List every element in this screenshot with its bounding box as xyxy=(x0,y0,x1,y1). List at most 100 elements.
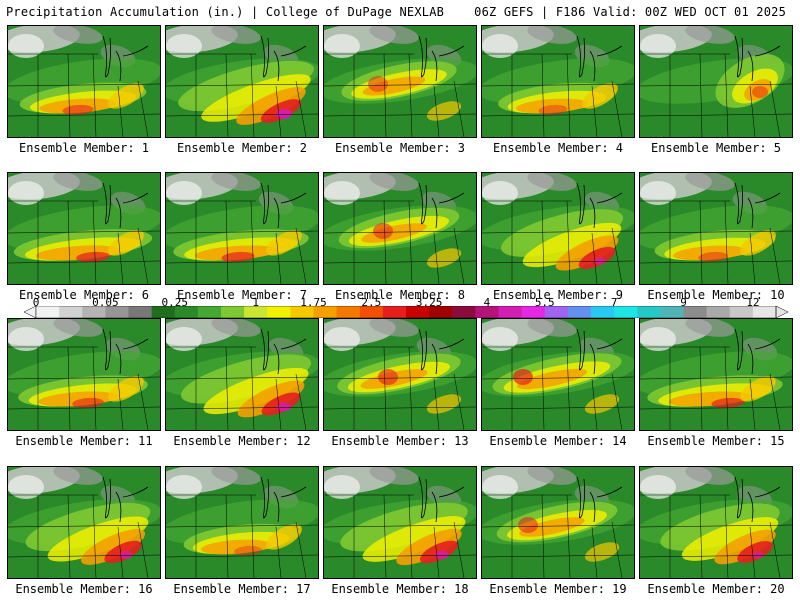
dry-area xyxy=(482,475,518,499)
state-border xyxy=(591,521,623,578)
dry-area xyxy=(53,26,103,44)
state-border xyxy=(8,230,160,264)
lake-outline xyxy=(115,192,149,229)
lake-outline xyxy=(431,486,465,523)
precip-map xyxy=(166,467,318,578)
precip-band xyxy=(522,222,622,268)
colorbar-tick-label: 1 xyxy=(252,296,259,309)
state-border xyxy=(433,521,465,578)
precip-core xyxy=(538,104,568,116)
dry-area xyxy=(527,173,577,191)
precip-map xyxy=(482,173,634,284)
lake-outline xyxy=(576,328,586,371)
precip-core xyxy=(737,541,773,563)
ensemble-map-panel xyxy=(7,318,161,431)
precip-map xyxy=(166,173,318,284)
state-border xyxy=(749,521,781,578)
colorbar-segment xyxy=(752,306,777,318)
lake-outline xyxy=(102,476,112,519)
colorbar-segment xyxy=(174,306,199,318)
dry-area xyxy=(640,475,676,499)
colorbar-segment xyxy=(382,306,407,318)
state-border xyxy=(275,521,307,578)
precip-map xyxy=(640,173,792,284)
state-border xyxy=(482,376,634,410)
state-border xyxy=(749,80,781,137)
lake-outline xyxy=(734,476,744,519)
lake-outline xyxy=(418,476,428,519)
ensemble-map-panel xyxy=(165,172,319,285)
precip-core xyxy=(76,251,110,263)
precip-max xyxy=(752,551,764,559)
lake-outline xyxy=(431,338,465,375)
precip-band xyxy=(681,517,779,561)
precip-core xyxy=(378,369,398,385)
precip-map xyxy=(324,467,476,578)
state-border xyxy=(353,53,413,137)
ensemble-member-label: Ensemble Member: 19 xyxy=(489,582,627,596)
ensemble-member-label: Ensemble Member: 20 xyxy=(647,582,785,596)
state-border xyxy=(324,83,476,117)
colorbar-tick-label: 0.25 xyxy=(161,296,189,309)
ensemble-member-label: Ensemble Member: 9 xyxy=(492,288,624,302)
colorbar-segment xyxy=(221,306,245,318)
colorbar-tick-label: 3.25 xyxy=(415,296,443,309)
lake-outline xyxy=(260,35,270,78)
dry-area xyxy=(8,327,44,351)
ensemble-member-label: Ensemble Member: 17 xyxy=(173,582,311,596)
lake-outline xyxy=(115,45,149,82)
precip-band xyxy=(201,74,311,122)
state-border xyxy=(749,227,781,284)
colorbar-segment xyxy=(683,306,708,318)
colorbar-segment xyxy=(706,306,731,318)
lake-outline xyxy=(747,486,781,523)
ensemble-member-label: Ensemble Member: 8 xyxy=(334,288,466,302)
state-border xyxy=(749,373,781,430)
colorbar-segment xyxy=(105,306,129,318)
colorbar-outline xyxy=(35,306,777,318)
colorbar-segment xyxy=(475,306,499,318)
lake-outline xyxy=(102,35,112,78)
state-border xyxy=(482,83,634,117)
colorbar-segment xyxy=(614,306,638,318)
dry-area xyxy=(527,26,577,44)
precip-band xyxy=(426,394,462,414)
precip-core xyxy=(518,517,538,533)
dry-area xyxy=(8,34,44,58)
state-border xyxy=(117,373,149,430)
state-border xyxy=(8,376,160,410)
lake-outline xyxy=(273,192,307,229)
state-border xyxy=(117,80,149,137)
dry-area xyxy=(640,327,676,351)
lake-outline xyxy=(589,45,623,82)
precip-band xyxy=(582,83,618,109)
precip-core xyxy=(62,104,94,116)
precip-band xyxy=(108,230,144,256)
precip-band xyxy=(362,76,426,96)
lake-outline xyxy=(273,486,307,523)
precip-max xyxy=(276,402,292,412)
dry-area xyxy=(211,467,261,485)
precip-core xyxy=(513,369,533,385)
precip-band xyxy=(517,368,587,390)
lake-outline xyxy=(747,192,781,229)
precip-core xyxy=(368,76,388,92)
precip-band xyxy=(108,83,144,109)
lake-outline xyxy=(418,35,428,78)
dry-area xyxy=(685,173,735,191)
state-border xyxy=(8,524,160,558)
colorbar-tick-label: 0.05 xyxy=(92,296,119,309)
lake-outline xyxy=(576,476,586,519)
precip-map xyxy=(8,173,160,284)
precip-map xyxy=(324,26,476,137)
state-border xyxy=(353,494,413,578)
ensemble-member-label: Ensemble Member: 13 xyxy=(331,434,469,448)
colorbar-tick-label: 0 xyxy=(32,296,40,309)
ensemble-map-panel xyxy=(7,25,161,138)
ensemble-map-panel xyxy=(323,466,477,579)
colorbar-segment xyxy=(521,306,546,318)
ensemble-map-panel xyxy=(639,318,793,431)
ensemble-map-panel xyxy=(481,318,635,431)
precip-band xyxy=(519,517,585,537)
precip-band xyxy=(178,60,314,112)
